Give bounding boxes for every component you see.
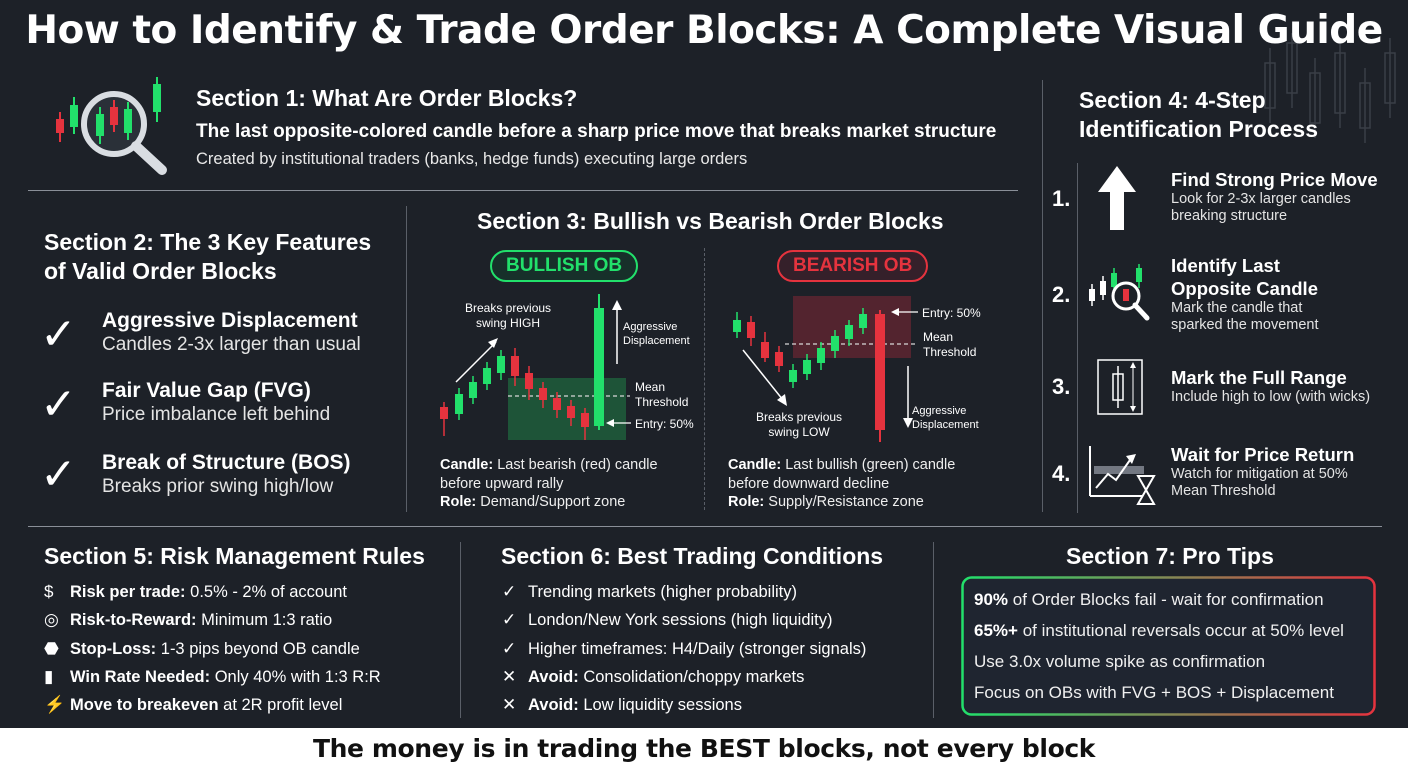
- lightning-icon: ⚡: [44, 695, 66, 715]
- condition-item: ✓ Higher timeframes: H4/Daily (stronger s…: [502, 635, 866, 663]
- up-arrow-icon: [1098, 166, 1136, 230]
- rule-item: ⬣ Stop-Loss: 1-3 pips beyond OB candle: [44, 635, 381, 663]
- section1-heading: Section 1: What Are Order Blocks?: [196, 85, 578, 111]
- pro-tips-border: [961, 576, 1376, 716]
- label-swing-low: Breaks previous swing LOW: [756, 410, 843, 439]
- rule-item: $ Risk per trade: 0.5% - 2% of account: [44, 578, 381, 606]
- condition-item: ✓ London/New York sessions (high liquidit…: [502, 606, 866, 634]
- bar-chart-icon: ▮: [44, 666, 54, 686]
- section4-heading: Section 4: 4-Step Identification Process: [1079, 87, 1319, 142]
- stop-sign-icon: ⬣: [44, 638, 59, 658]
- step-number: 4.: [1052, 461, 1071, 486]
- section3-split-divider: [704, 248, 705, 510]
- section3-heading: Section 3: Bullish vs Bearish Order Bloc…: [477, 208, 944, 234]
- step-item: Mark the Full Range Include high to low …: [1171, 367, 1371, 405]
- bearish-ob-chart: [733, 296, 918, 442]
- bullish-ob-chart: [440, 294, 631, 440]
- bearish-badge: BEARISH OB: [777, 250, 929, 282]
- check-icon: ✓: [40, 449, 77, 500]
- tip-item: Focus on OBs with FVG + BOS + Displaceme…: [974, 683, 1334, 702]
- target-icon: ◎: [44, 610, 59, 630]
- label-entry-50: Entry: 50%: [635, 417, 694, 431]
- bullish-badge: BULLISH OB: [490, 250, 639, 282]
- tip-item: 65%+ of institutional reversals occur at…: [974, 621, 1344, 640]
- footer-banner: The money is in trading the BEST blocks,…: [0, 728, 1408, 768]
- section2-heading: Section 2: The 3 Key Features of Valid O…: [44, 229, 372, 284]
- cross-icon: ✕: [502, 695, 517, 715]
- bullish-ob-description: Candle: Last bearish (red) candle before…: [440, 457, 658, 510]
- bearish-ob-description: Candle: Last bullish (green) candle befo…: [728, 457, 956, 510]
- condition-item: ✕ Avoid: Consolidation/choppy markets: [502, 663, 866, 691]
- rule-item: ◎ Risk-to-Reward: Minimum 1:3 ratio: [44, 606, 381, 634]
- label-entry-50: Entry: 50%: [922, 306, 981, 320]
- background-candles-decoration: [1264, 33, 1396, 143]
- divider-vertical: [933, 542, 934, 718]
- step-item: Find Strong Price Move Look for 2-3x lar…: [1171, 169, 1378, 224]
- conditions-list: ✓ Trending markets (higher probability) ✓…: [502, 578, 866, 719]
- section1-origin: Created by institutional traders (banks,…: [196, 150, 748, 168]
- feature-item: Aggressive Displacement Candles 2-3x lar…: [102, 309, 361, 355]
- tip-item: Use 3.0x volume spike as confirmation: [974, 652, 1266, 671]
- candle-range-icon: [1097, 359, 1143, 415]
- label-aggressive-displacement: Aggressive Displacement: [623, 321, 690, 347]
- rule-item: ⚡ Move to breakeven at 2R profit level: [44, 691, 381, 719]
- divider-section1: [28, 190, 1018, 191]
- magnifier-candles-icon: [56, 77, 167, 175]
- check-icon: ✓: [502, 610, 517, 630]
- section4-timeline-line: [1077, 163, 1078, 513]
- step-number: 3.: [1052, 374, 1071, 399]
- section7-heading: Section 7: Pro Tips: [1066, 543, 1274, 569]
- pro-tips-list: 90% of Order Blocks fail - wait for conf…: [974, 584, 1344, 708]
- risk-rules-list: $ Risk per trade: 0.5% - 2% of account ◎ R…: [44, 578, 381, 719]
- label-mean-threshold: Mean Threshold: [635, 380, 689, 409]
- step-number: 2.: [1052, 282, 1071, 307]
- condition-item: ✓ Trending markets (higher probability): [502, 578, 866, 606]
- divider-vertical: [460, 542, 461, 718]
- label-aggressive-displacement: Aggressive Displacement: [912, 405, 979, 431]
- section1-definition: The last opposite-colored candle before …: [196, 121, 997, 142]
- check-icon: ✓: [502, 638, 517, 658]
- condition-item: ✕ Avoid: Low liquidity sessions: [502, 691, 866, 719]
- section5-heading: Section 5: Risk Management Rules: [44, 543, 425, 569]
- step-item: Identify Last Opposite Candle Mark the c…: [1171, 255, 1319, 333]
- tip-item: 90% of Order Blocks fail - wait for conf…: [974, 590, 1324, 609]
- divider-section-bottom: [28, 526, 1382, 527]
- step-number: 1.: [1052, 186, 1071, 211]
- check-icon: ✓: [40, 379, 77, 430]
- check-icon: ✓: [40, 309, 77, 360]
- cross-icon: ✕: [502, 666, 517, 686]
- section6-heading: Section 6: Best Trading Conditions: [501, 543, 884, 569]
- divider-vertical: [406, 206, 407, 512]
- magnifier-candles-icon: [1089, 264, 1150, 321]
- money-bag-icon: $: [44, 582, 54, 601]
- rule-item: ▮ Win Rate Needed: Only 40% with 1:3 R:R: [44, 663, 381, 691]
- step-item: Wait for Price Return Watch for mitigati…: [1171, 444, 1355, 499]
- page-title: How to Identify & Trade Order Blocks: A …: [25, 8, 1383, 53]
- feature-item: Break of Structure (BOS) Breaks prior sw…: [102, 451, 351, 497]
- divider-vertical: [1042, 80, 1043, 512]
- check-icon: ✓: [502, 582, 517, 601]
- label-mean-threshold: Mean Threshold: [923, 330, 977, 359]
- hourglass-chart-icon: [1089, 446, 1156, 505]
- feature-item: Fair Value Gap (FVG) Price imbalance lef…: [102, 379, 331, 425]
- label-swing-high: Breaks previous swing HIGH: [465, 301, 552, 330]
